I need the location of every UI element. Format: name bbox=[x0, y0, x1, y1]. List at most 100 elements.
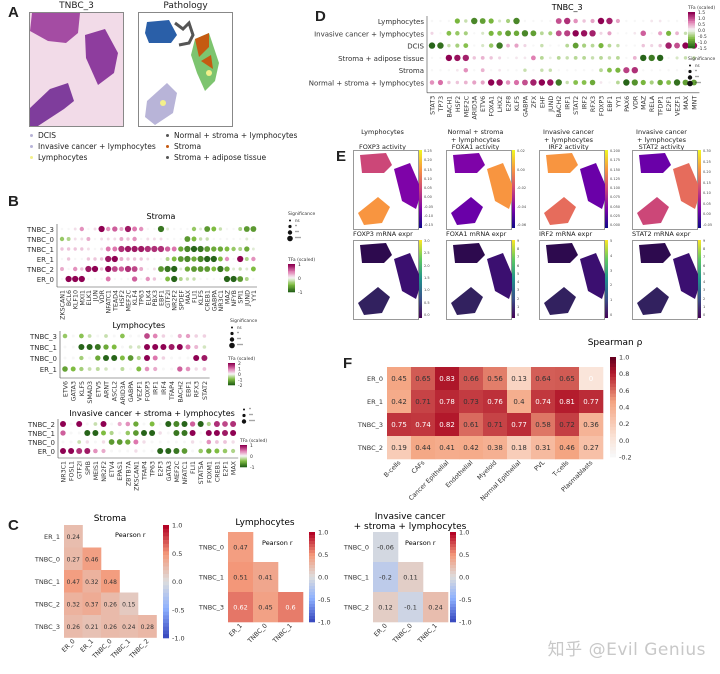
tissue-region bbox=[358, 287, 390, 315]
activity-map-title: Lymphocytes bbox=[361, 128, 404, 136]
dot-mark bbox=[505, 80, 511, 85]
dot-mark bbox=[225, 227, 229, 231]
dot-mark bbox=[170, 356, 174, 360]
column-tick-label: HSF2 bbox=[455, 96, 462, 112]
cell-value-label: 0.31 bbox=[535, 444, 551, 452]
dot-mark bbox=[540, 19, 544, 23]
dot-mark bbox=[573, 56, 578, 60]
colorbar-tick-label: -0.10 bbox=[424, 213, 434, 218]
size-legend-label: * bbox=[295, 224, 297, 229]
colorbar-segment bbox=[610, 367, 616, 371]
colorbar-tick-label: 0.8 bbox=[619, 370, 629, 378]
row-tick-label: TNBC_2 bbox=[357, 444, 383, 452]
colorbar-segment bbox=[163, 634, 169, 639]
dot-mark bbox=[119, 355, 125, 361]
colorbar-tick-label: 7 bbox=[517, 255, 520, 260]
dot-mark bbox=[76, 421, 83, 427]
size-legend-dot bbox=[243, 408, 245, 411]
dot-mark bbox=[642, 69, 645, 72]
column-tick-label: IRF1 bbox=[153, 381, 160, 395]
column-tick-label: TNBC_2 bbox=[128, 638, 151, 661]
colorbar-segment bbox=[288, 266, 295, 269]
colorbar-segment bbox=[688, 28, 695, 31]
dot-mark bbox=[206, 439, 212, 445]
heatmap-cell bbox=[138, 615, 157, 638]
dot-mark bbox=[591, 69, 594, 72]
dot-mark bbox=[675, 56, 679, 60]
dot-mark bbox=[79, 226, 84, 232]
cell-value-label: 0.41 bbox=[439, 444, 455, 452]
dot-mark bbox=[72, 275, 79, 283]
dot-mark bbox=[202, 334, 207, 338]
colorbar-tick-label: 0 bbox=[238, 372, 241, 378]
dot-mark bbox=[218, 227, 223, 231]
colorbar-segment bbox=[450, 568, 456, 572]
dot-mark bbox=[194, 367, 198, 371]
colorbar-segment bbox=[309, 592, 315, 596]
dot-mark bbox=[160, 344, 167, 350]
dot-mark bbox=[607, 67, 612, 73]
cell-value-label: 0.24 bbox=[67, 534, 81, 541]
heatmap-cell bbox=[119, 615, 139, 638]
dot-mark bbox=[684, 19, 687, 23]
dot-mark bbox=[625, 44, 628, 47]
heatmap-cell bbox=[64, 547, 83, 571]
column-tick-label: VEZF1 bbox=[136, 381, 143, 401]
dot-mark bbox=[506, 56, 510, 60]
colorbar-segment bbox=[610, 410, 616, 414]
dot-mark bbox=[633, 31, 637, 35]
he-image-title: TNBC_3 bbox=[59, 1, 94, 11]
colorbar-segment bbox=[228, 371, 235, 374]
row-tick-label: TNBC_1 bbox=[198, 574, 224, 582]
dot-mark bbox=[61, 440, 65, 444]
colorbar-segment bbox=[288, 283, 295, 286]
chart-title: Spearman ρ bbox=[588, 338, 643, 348]
heatmap-cell bbox=[101, 570, 120, 593]
row-tick-label: Lymphocytes bbox=[378, 18, 424, 26]
cell-value-label: 0.24 bbox=[428, 604, 442, 612]
colorbar-tick-label: -0.06 bbox=[517, 223, 527, 227]
dot-mark bbox=[158, 440, 162, 444]
dot-mark bbox=[555, 79, 562, 86]
size-legend-label: ns bbox=[695, 63, 700, 68]
colorbar-segment bbox=[288, 279, 295, 282]
colorbar-segment bbox=[450, 571, 456, 575]
colorbar-tick-label: -1.0 bbox=[698, 40, 707, 46]
heatmap-cell bbox=[531, 413, 556, 437]
dot-mark bbox=[564, 17, 571, 25]
colorbar-segment bbox=[610, 417, 616, 421]
column-tick-label: ZKSCAN1 bbox=[133, 461, 140, 491]
mrna-colorbar bbox=[512, 240, 515, 318]
column-tick-label: GTF2I bbox=[165, 290, 172, 308]
column-tick-label: FLI1 bbox=[192, 290, 199, 303]
heatmap-cell bbox=[483, 367, 508, 391]
dot-mark bbox=[191, 236, 197, 242]
dot-mark bbox=[650, 69, 653, 72]
dot-mark bbox=[538, 79, 546, 86]
tissue-region bbox=[451, 287, 483, 315]
dot-mark bbox=[184, 245, 191, 253]
colorbar-tick-label: 0.10 bbox=[424, 176, 432, 181]
dot-mark bbox=[463, 31, 468, 36]
dot-mark bbox=[658, 69, 662, 72]
colorbar-segment bbox=[228, 365, 235, 367]
dot-mark bbox=[185, 366, 191, 372]
size-legend-dot bbox=[287, 235, 293, 242]
size-legend-dot bbox=[229, 342, 235, 349]
column-tick-label: STAT3 bbox=[430, 96, 437, 115]
column-tick-label: NFYB bbox=[231, 290, 238, 307]
colorbar-segment bbox=[163, 562, 169, 567]
dot-mark bbox=[181, 421, 188, 427]
chart-title: Lymphocytes bbox=[112, 321, 165, 330]
dot-mark bbox=[146, 267, 149, 271]
colorbar-tick-label: 0 bbox=[703, 313, 706, 317]
colorbar-tick-label: -1.0 bbox=[459, 619, 472, 627]
dot-mark bbox=[118, 431, 122, 435]
column-tick-label: BACH2 bbox=[177, 381, 184, 403]
dot-mark bbox=[667, 19, 670, 23]
dot-mark bbox=[674, 42, 680, 49]
dot-mark bbox=[446, 30, 452, 36]
colorbar-segment bbox=[228, 378, 235, 380]
dot-mark bbox=[650, 19, 654, 23]
heatmap-cell bbox=[423, 592, 449, 623]
